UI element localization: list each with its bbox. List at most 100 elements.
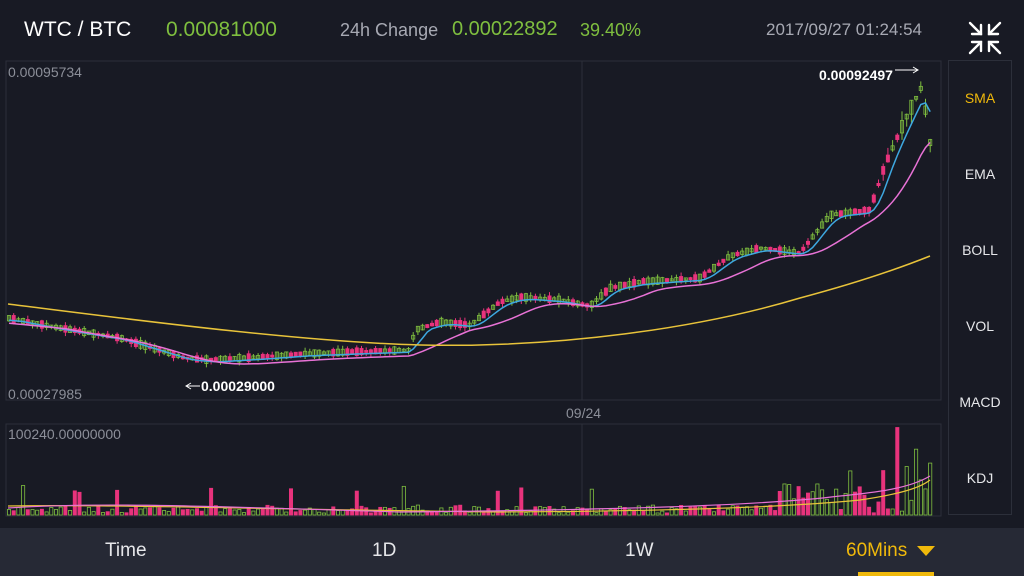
candle [881,166,886,175]
volume-bar [838,509,843,516]
indicator-ema[interactable]: EMA [964,166,996,182]
volume-bar [923,488,928,516]
volume-bar [928,462,933,516]
volume-bar [288,488,293,516]
ma-short-line [8,101,931,363]
candle [608,283,613,292]
candle [918,85,923,91]
volume-bar [293,511,298,516]
volume-bar [199,510,204,516]
collapse-arrows-icon [968,21,1002,55]
volume-bar [796,486,801,516]
candle [547,295,552,303]
volume-bar [735,505,740,516]
candle [359,348,364,356]
volume-bar [918,479,923,516]
volume-bar [307,507,312,516]
volume-bar [368,512,373,516]
candle [721,258,726,263]
candle [274,351,279,360]
volume-bar [843,492,848,516]
indicator-vol[interactable]: VOL [965,318,994,334]
candle [702,271,707,278]
volume-bar [820,489,825,516]
volume-bar [589,488,594,516]
volume-bar [777,490,782,516]
candle [345,348,350,356]
volume-max-label: 100240.00000000 [8,426,121,442]
volume-bar [213,505,218,516]
candle [265,354,270,359]
tab-1w[interactable]: 1W [625,540,654,561]
volume-bar [641,510,646,516]
volume-bar [157,507,162,516]
candle [754,245,759,253]
tab-60mins[interactable]: 60Mins [846,540,936,562]
volume-bar [49,507,54,516]
volume-bar [82,511,87,516]
candle [368,349,373,354]
candle [688,277,693,281]
indicator-boll[interactable]: BOLL [962,242,998,258]
chart-area[interactable]: 0.00095734 0.00027985 0.00092497 0.00029… [0,60,948,518]
volume-bar [143,507,148,516]
candle [429,322,434,327]
tab-time[interactable]: Time [105,540,147,561]
candle [890,145,895,151]
y-min-label: 0.00027985 [8,386,82,402]
candle [321,351,326,355]
volume-bar [133,505,138,516]
volume-bar [458,504,463,516]
ticker-header: WTC / BTC 0.00081000 24h Change 0.000228… [0,0,1024,60]
volume-bar [885,508,890,516]
volume-bar [763,505,768,516]
change-value: 0.00022892 [452,18,558,40]
candle [486,308,491,314]
candle [476,315,481,322]
indicator-kdj[interactable]: KDJ [966,470,994,486]
candle [726,254,731,261]
candle [354,347,359,357]
low-arrow-icon [185,382,200,390]
volume-bar [354,490,359,516]
candle [914,95,919,100]
candle [425,324,430,328]
volume-bar [533,506,538,516]
volume-bar [895,427,900,516]
tab-1d[interactable]: 1D [372,540,397,561]
volume-bar [138,508,143,516]
pair-title: WTC / BTC [24,18,132,41]
candle [603,287,608,296]
volume-bar [180,509,185,516]
volume-bar [44,511,49,516]
candle [829,210,834,219]
volume-bar [77,491,82,516]
candle [928,139,933,147]
indicator-macd[interactable]: MACD [959,394,1001,410]
candle [364,350,369,353]
indicator-sma[interactable]: SMA [964,90,996,106]
high-marker-label: 0.00092497 [819,67,893,83]
collapse-button[interactable] [964,18,1006,58]
candle [514,295,519,301]
volume-bar [697,506,702,516]
candle [815,229,820,233]
volume-bar [453,505,458,516]
candle [740,250,745,255]
volume-bar [209,487,214,516]
volume-bar [105,511,110,516]
volume-bar [110,508,115,516]
volume-ma-short [7,475,931,513]
ma-long-line [7,255,931,347]
volume-bar [909,499,914,516]
volume-bar [566,511,571,516]
volume-bar [815,483,820,516]
candle [524,293,529,302]
volume-bar [693,506,698,516]
volume-bar [655,512,660,516]
volume-bar [227,508,232,516]
timeframe-tabs: Time 1D 1W 60Mins [0,528,1024,576]
candle [838,210,843,217]
volume-bar [726,508,731,516]
volume-bar [124,512,129,516]
